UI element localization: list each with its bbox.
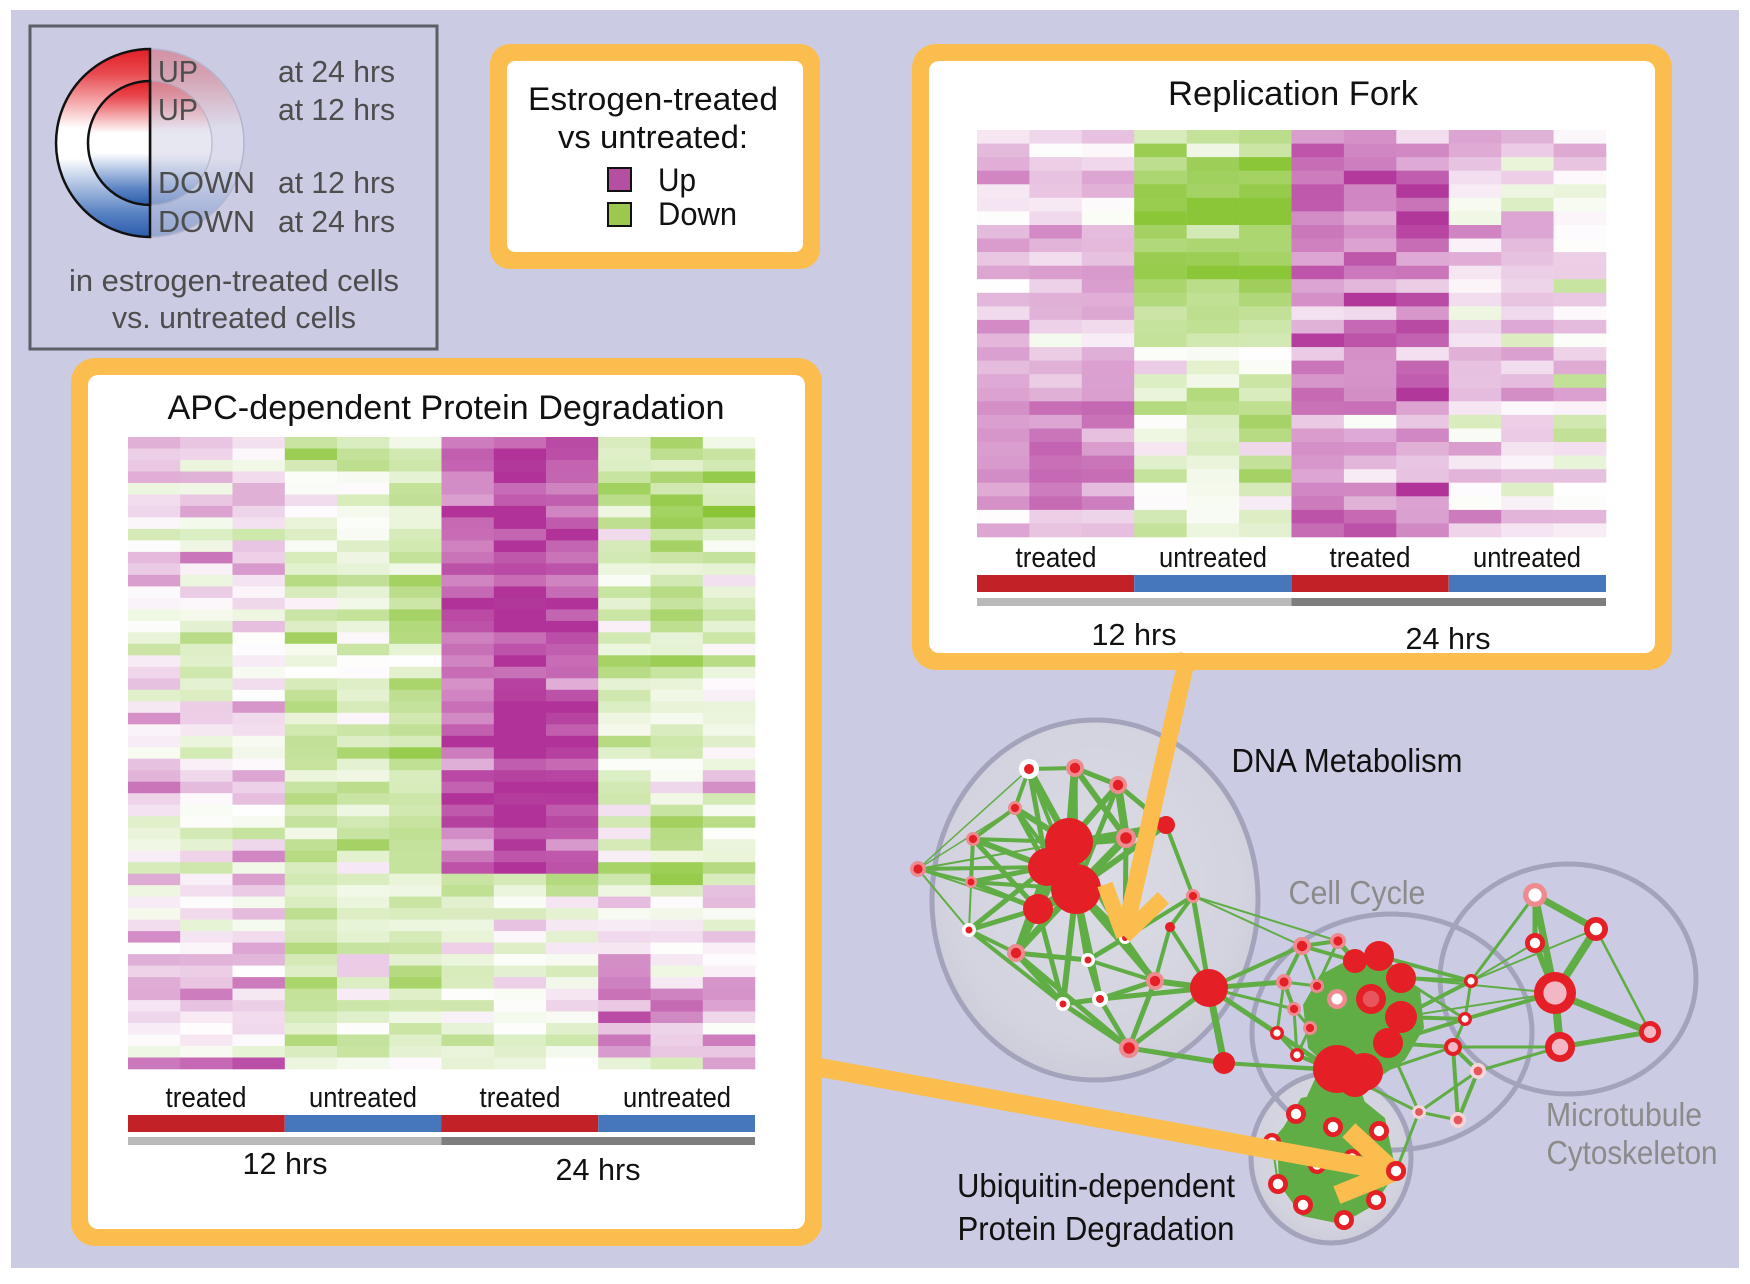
svg-text:at 24 hrs: at 24 hrs [278, 204, 395, 239]
svg-text:vs untreated:: vs untreated: [558, 119, 748, 155]
svg-text:UP: UP [158, 92, 198, 127]
svg-text:DOWN: DOWN [158, 165, 255, 200]
svg-text:Up: Up [658, 162, 696, 198]
svg-text:Estrogen-treated: Estrogen-treated [528, 81, 778, 117]
svg-text:at 12 hrs: at 12 hrs [278, 92, 395, 127]
svg-text:DNA Metabolism: DNA Metabolism [1232, 742, 1463, 779]
svg-text:24 hrs: 24 hrs [556, 1152, 641, 1187]
svg-text:UP: UP [158, 54, 198, 89]
svg-text:treated: treated [1016, 542, 1097, 574]
svg-text:untreated: untreated [1473, 542, 1581, 574]
svg-text:Replication Fork: Replication Fork [1168, 75, 1419, 113]
svg-text:APC-dependent Protein Degradat: APC-dependent Protein Degradation [168, 389, 725, 427]
svg-text:Cell Cycle: Cell Cycle [1289, 874, 1426, 911]
svg-text:at 12 hrs: at 12 hrs [278, 165, 395, 200]
svg-text:Ubiquitin-dependent: Ubiquitin-dependent [957, 1167, 1235, 1204]
svg-text:Protein Degradation: Protein Degradation [958, 1210, 1235, 1247]
svg-text:untreated: untreated [309, 1082, 417, 1114]
svg-text:treated: treated [166, 1082, 247, 1114]
svg-text:treated: treated [480, 1082, 561, 1114]
svg-text:in estrogen-treated cells: in estrogen-treated cells [69, 263, 399, 298]
svg-text:treated: treated [1330, 542, 1411, 574]
svg-text:DOWN: DOWN [158, 204, 255, 239]
svg-text:12 hrs: 12 hrs [243, 1146, 328, 1181]
svg-text:24 hrs: 24 hrs [1406, 621, 1491, 656]
svg-text:vs. untreated cells: vs. untreated cells [112, 300, 356, 335]
svg-text:Down: Down [658, 196, 737, 232]
svg-text:untreated: untreated [623, 1082, 731, 1114]
svg-text:at 24 hrs: at 24 hrs [278, 54, 395, 89]
svg-text:Microtubule: Microtubule [1546, 1096, 1702, 1133]
svg-text:Cytoskeleton: Cytoskeleton [1547, 1134, 1718, 1171]
svg-text:untreated: untreated [1159, 542, 1267, 574]
svg-text:12 hrs: 12 hrs [1092, 617, 1177, 652]
